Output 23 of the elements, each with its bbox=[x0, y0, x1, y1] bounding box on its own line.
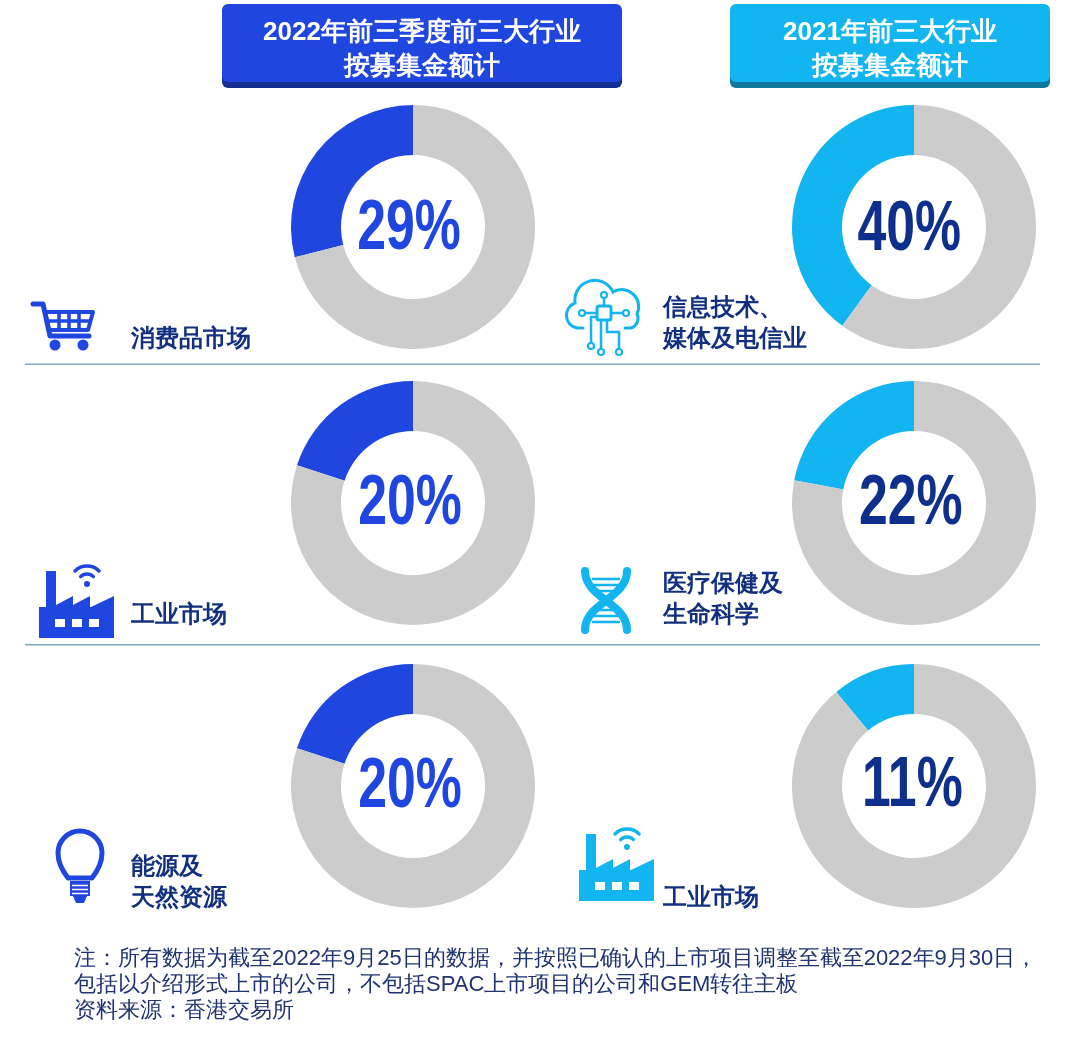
donut-slice bbox=[792, 664, 1036, 908]
legend-label: 消费品市场 bbox=[130, 323, 251, 351]
data-label: 11% bbox=[861, 742, 963, 822]
chart-title: 2021年前三大行业按募集金额计 bbox=[783, 16, 997, 80]
legend-label: 工业市场 bbox=[662, 882, 759, 910]
donut-slice bbox=[792, 381, 1036, 625]
donut-slice bbox=[836, 664, 914, 731]
data-label: 20% bbox=[358, 743, 462, 822]
legend-label: 能源及天然资源 bbox=[130, 851, 228, 910]
text: 资料来源：香港交易所 bbox=[74, 997, 294, 1022]
donut-slice bbox=[294, 105, 535, 349]
donut-slice bbox=[291, 664, 535, 908]
legend-label: 工业市场 bbox=[130, 599, 227, 627]
legend-label: 医疗保健及生命科学 bbox=[662, 568, 783, 627]
data-label: 22% bbox=[858, 460, 963, 539]
data-label: 29% bbox=[357, 185, 461, 264]
donut-slice bbox=[842, 105, 1036, 349]
text: 注：所有数据为截至2022年9月25日的数据，并按照已确认的上市项目调整至截至2022年9月30日，包括以介绍形式上市的公司，不包括SPAC上市项目的公司和GEM转往主板 bbox=[74, 945, 1038, 996]
legend-label: 信息技术、媒体及电信业 bbox=[662, 292, 807, 351]
chart-title: 2022年前三季度前三大行业按募集金额计 bbox=[263, 16, 581, 80]
donut-slice bbox=[291, 381, 535, 625]
data-label: 40% bbox=[857, 186, 962, 266]
data-label: 20% bbox=[358, 460, 462, 539]
